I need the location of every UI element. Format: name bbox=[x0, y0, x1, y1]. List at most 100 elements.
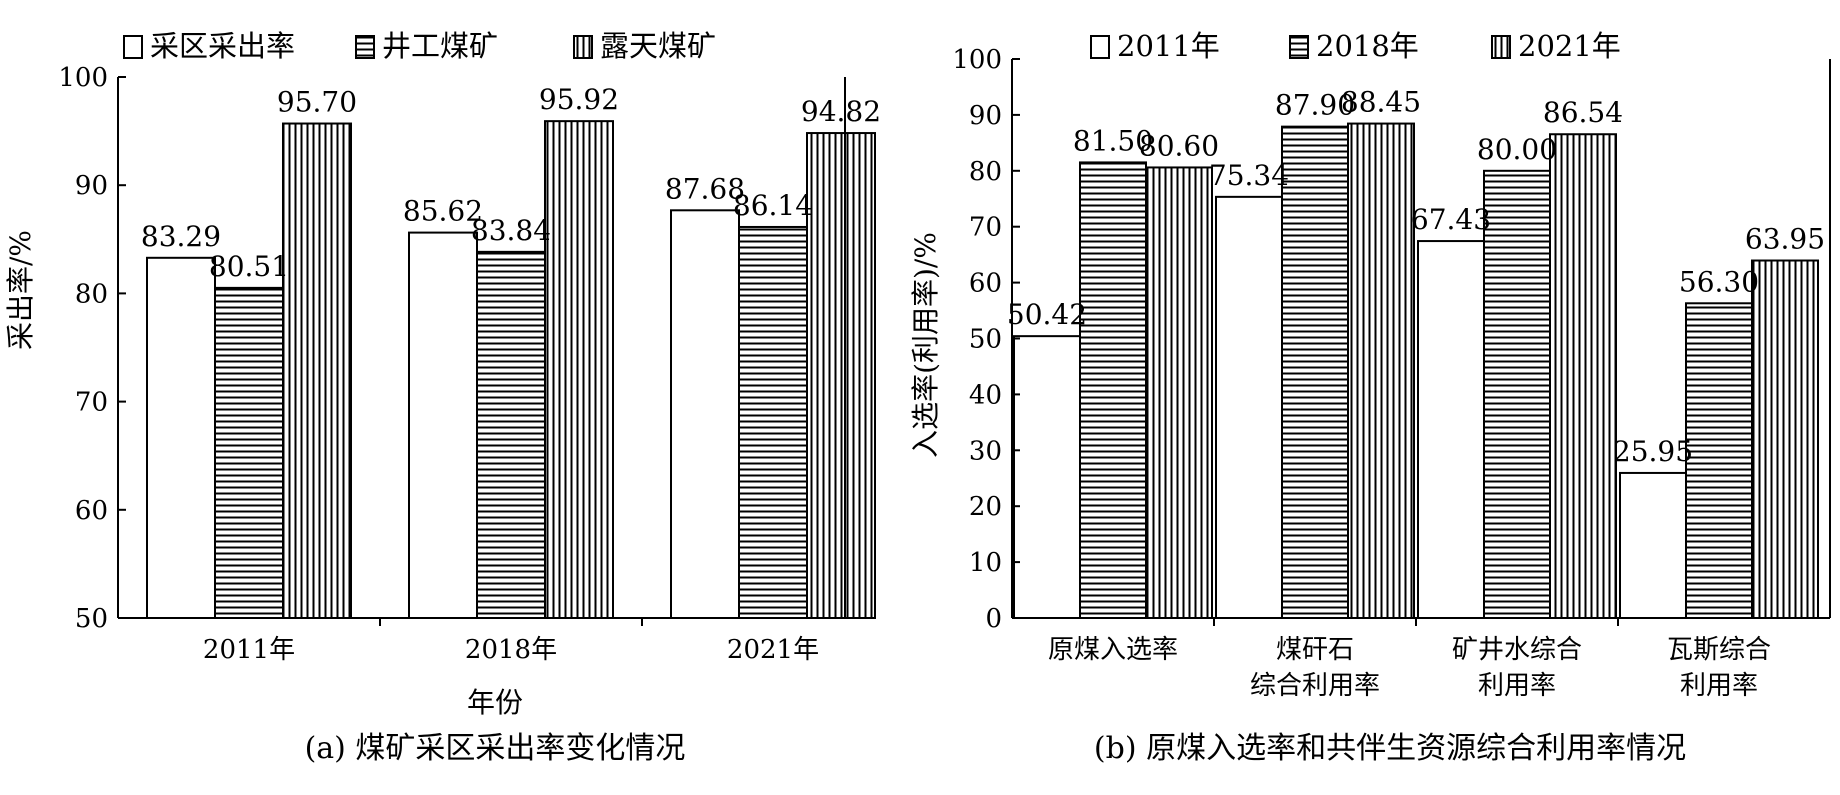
x-categories-a: 2011年 2018年 2021年 bbox=[203, 618, 819, 665]
y-tick-label: 100 bbox=[58, 63, 108, 93]
y-tick-label: 40 bbox=[969, 380, 1002, 410]
bar bbox=[806, 132, 876, 619]
legend-label: 露天煤矿 bbox=[600, 29, 716, 63]
bar bbox=[670, 209, 740, 619]
x-category-label: 原煤入选率 bbox=[1048, 635, 1178, 665]
y-tick-label: 80 bbox=[969, 157, 1002, 187]
data-label: 25.95 bbox=[1613, 435, 1693, 468]
data-label: 94.82 bbox=[801, 95, 881, 128]
bar bbox=[408, 231, 478, 619]
data-label: 56.30 bbox=[1679, 265, 1759, 298]
y-tick-label: 80 bbox=[75, 279, 108, 309]
data-label: 87.68 bbox=[665, 172, 745, 205]
y-ticks-b: 0 10 20 30 40 50 60 70 80 90 100 bbox=[952, 45, 1020, 634]
data-label: 63.95 bbox=[1745, 223, 1825, 256]
data-label: 95.70 bbox=[277, 86, 357, 119]
data-label: 87.90 bbox=[1275, 89, 1355, 122]
y-axis-label-a: 采出率/% bbox=[4, 230, 37, 350]
bar bbox=[476, 250, 546, 619]
legend-a: 采区采出率 井工煤矿 露天煤矿 bbox=[123, 29, 716, 63]
legend-swatch bbox=[355, 35, 375, 59]
axes-a bbox=[117, 77, 846, 619]
data-label: 95.92 bbox=[539, 83, 619, 116]
data-label: 85.62 bbox=[403, 195, 483, 228]
x-category-label: 2021年 bbox=[727, 635, 819, 665]
bar bbox=[1751, 259, 1819, 619]
legend-swatch bbox=[1491, 35, 1511, 59]
bars-a bbox=[146, 120, 876, 619]
data-label: 83.84 bbox=[471, 214, 551, 247]
legend-swatch bbox=[573, 35, 593, 59]
x-category-label: 2018年 bbox=[465, 635, 557, 665]
y-tick-label: 20 bbox=[969, 492, 1002, 522]
bar bbox=[738, 225, 808, 619]
data-label: 80.60 bbox=[1139, 129, 1219, 162]
legend-swatch bbox=[123, 35, 143, 59]
x-category-label: 煤矸石 bbox=[1276, 635, 1354, 665]
bar bbox=[544, 120, 614, 619]
data-label: 80.00 bbox=[1477, 133, 1557, 166]
x-category-label: 瓦斯综合 bbox=[1667, 635, 1771, 665]
bar bbox=[1215, 195, 1283, 619]
legend-label: 2021年 bbox=[1518, 29, 1621, 63]
y-ticks-a: 50 60 70 80 90 100 bbox=[58, 63, 126, 634]
caption-b: (b) 原煤入选率和共伴生资源综合利用率情况 bbox=[1094, 731, 1686, 766]
data-label: 83.29 bbox=[141, 220, 221, 253]
bar bbox=[1417, 240, 1485, 619]
bar bbox=[1483, 169, 1551, 620]
y-axis-label-b: 入选率(利用率)/% bbox=[909, 232, 942, 458]
data-label: 80.51 bbox=[209, 250, 289, 283]
bar bbox=[1549, 133, 1617, 619]
legend-swatch bbox=[1090, 35, 1110, 59]
x-axis-label-a: 年份 bbox=[467, 686, 523, 719]
y-tick-label: 70 bbox=[75, 388, 108, 418]
bar bbox=[1685, 302, 1753, 619]
data-label: 86.14 bbox=[733, 189, 813, 222]
data-label: 88.45 bbox=[1341, 86, 1421, 119]
bar bbox=[1013, 335, 1081, 619]
legend-label: 2011年 bbox=[1117, 29, 1220, 63]
y-tick-label: 60 bbox=[969, 269, 1002, 299]
caption-a: (a) 煤矿采区采出率变化情况 bbox=[305, 731, 686, 766]
bar bbox=[1347, 122, 1415, 619]
x-category-label: 2011年 bbox=[203, 635, 295, 665]
y-tick-label: 90 bbox=[75, 171, 108, 201]
bar bbox=[1145, 166, 1213, 619]
bar bbox=[214, 286, 284, 619]
data-label: 75.34 bbox=[1209, 159, 1289, 192]
bar bbox=[282, 122, 352, 619]
x-category-label: 利用率 bbox=[1478, 671, 1556, 701]
y-tick-label: 60 bbox=[75, 496, 108, 526]
bar bbox=[146, 256, 216, 619]
data-label: 86.54 bbox=[1543, 96, 1623, 129]
x-category-label: 利用率 bbox=[1680, 671, 1758, 701]
bar bbox=[1619, 471, 1687, 620]
data-label: 50.42 bbox=[1007, 298, 1087, 331]
data-label: 67.43 bbox=[1411, 203, 1491, 236]
y-tick-label: 50 bbox=[75, 604, 108, 634]
bars-b bbox=[1013, 122, 1819, 620]
y-tick-label: 30 bbox=[969, 436, 1002, 466]
y-tick-label: 70 bbox=[969, 213, 1002, 243]
x-category-label: 矿井水综合 bbox=[1452, 635, 1582, 665]
legend-label: 井工煤矿 bbox=[382, 29, 498, 63]
legend-label: 采区采出率 bbox=[150, 29, 295, 63]
bar bbox=[1079, 161, 1147, 619]
legend-b: 2011年 2018年 2021年 bbox=[1090, 29, 1621, 63]
legend-label: 2018年 bbox=[1316, 29, 1419, 63]
y-tick-label: 50 bbox=[969, 325, 1002, 355]
y-tick-label: 100 bbox=[952, 45, 1002, 75]
y-tick-label: 10 bbox=[969, 548, 1002, 578]
y-tick-label: 90 bbox=[969, 101, 1002, 131]
data-label: 81.50 bbox=[1073, 124, 1153, 157]
legend-swatch bbox=[1289, 35, 1309, 59]
y-tick-label: 0 bbox=[985, 604, 1002, 634]
x-category-label: 综合利用率 bbox=[1250, 671, 1380, 701]
bar bbox=[1281, 125, 1349, 619]
